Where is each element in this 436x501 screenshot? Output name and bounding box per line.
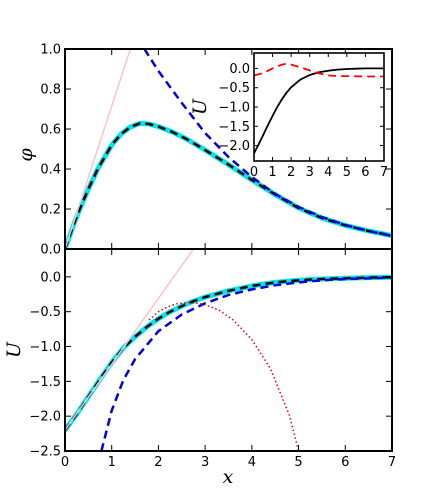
bottom-series-3-line (100, 276, 392, 451)
top-ytick-label: 0.0 (40, 243, 61, 258)
bottom-xlabel: x (223, 466, 234, 488)
inset-xtick-label: 5 (343, 165, 351, 180)
bottom-xtick-label: 1 (108, 455, 116, 470)
inset-xtick-label: 4 (324, 165, 332, 180)
top-ytick-label: 0.4 (40, 163, 61, 178)
top-ytick-label: 0.6 (40, 123, 61, 138)
inset-ylabel: U (189, 98, 211, 115)
inset-ytick-label: −0.5 (218, 81, 250, 96)
top-series-3-line (143, 49, 392, 238)
top-ytick-label: 0.2 (40, 203, 61, 218)
top-ytick-label: 1.0 (40, 43, 61, 58)
inset-series-group (254, 62, 384, 155)
inset-panel: 0.0 −0.5 −1.0 −1.5 −2.00 1 2 3 4 5 6 7 (218, 52, 388, 180)
bottom-xtick-label: 7 (388, 455, 396, 470)
inset-ytick-label: −1.5 (218, 120, 250, 135)
bottom-xtick-label: 4 (248, 455, 256, 470)
bottom-ytick-label: −1.0 (29, 340, 61, 355)
bottom-ytick-label: −2.0 (29, 410, 61, 425)
bottom-series-4-line (148, 301, 300, 451)
bottom-xtick-label: 6 (341, 455, 349, 470)
bottom-ytick-label: 0.0 (40, 270, 61, 285)
bottom-xtick-label: 5 (294, 455, 302, 470)
bottom-frame (64, 248, 393, 452)
bottom-series-group (65, 249, 392, 451)
bottom-xtick-label: 3 (201, 455, 209, 470)
inset-xtick-label: 0 (250, 165, 258, 180)
bottom-series-1-line (65, 275, 392, 431)
inset-series-1-line (254, 62, 384, 78)
top-panel: 0.0 0.2 0.4 0.6 0.8 1.0 (40, 43, 393, 258)
bottom-xtick-label: 0 (61, 455, 69, 470)
bottom-ytick-label: −2.5 (29, 445, 61, 460)
bottom-ytick-label: −1.5 (29, 375, 61, 390)
inset-xtick-label: 2 (287, 165, 295, 180)
inset-series-0-line (254, 67, 384, 155)
bottom-panel: 0.0 −0.5 −1.0 −1.5 −2.0 −2.50 1 2 3 4 5 6 7 (29, 248, 396, 470)
top-series-group (65, 49, 392, 249)
bottom-ylabel: U (3, 341, 25, 358)
top-series-1-line (65, 122, 392, 249)
top-ytick-label: 0.8 (40, 83, 61, 98)
inset-ytick-label: −2.0 (218, 139, 250, 154)
top-series-2-line (65, 49, 132, 249)
top-ylabel: φ (15, 148, 37, 162)
inset-xtick-label: 3 (306, 165, 314, 180)
inset-ytick-label: 0.0 (229, 62, 250, 77)
inset-ytick-label: −1.0 (218, 101, 250, 116)
inset-plot-area (254, 53, 384, 161)
inset-xtick-label: 7 (380, 165, 388, 180)
bottom-xtick-label: 2 (154, 455, 162, 470)
bottom-ytick-label: −0.5 (29, 305, 61, 320)
inset-xtick-label: 6 (361, 165, 369, 180)
inset-xtick-label: 1 (268, 165, 276, 180)
bottom-series-2-line (65, 249, 195, 431)
